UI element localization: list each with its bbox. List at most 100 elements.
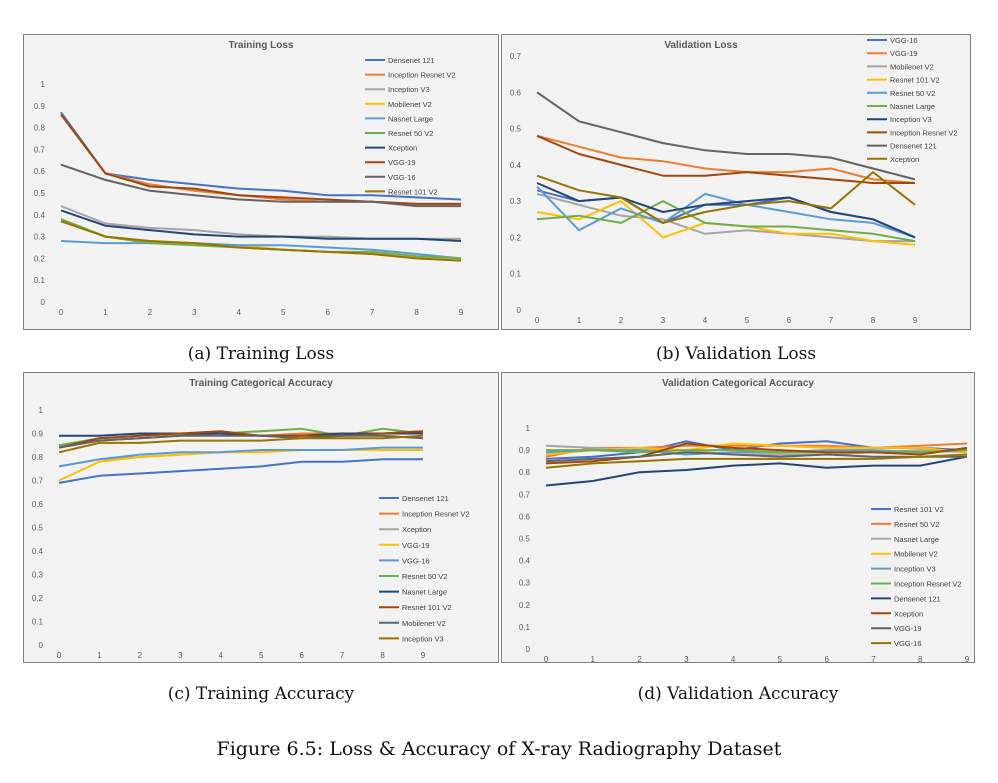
legend-label: VGG-19 [402,541,430,550]
series-line [60,220,462,262]
y-tick-label: 0.6 [32,500,44,509]
legend-label: Inception Resnet V2 [388,71,456,80]
y-tick-label: 1 [526,424,531,433]
y-tick-label: 0.8 [519,468,531,477]
x-tick-label: 7 [340,651,345,660]
legend-label: Resnet 101 V2 [388,187,438,196]
series-line [545,453,968,469]
series-line [545,455,968,487]
series-line [536,134,916,184]
x-tick-label: 1 [97,651,102,660]
legend-label: Xception [402,525,431,534]
x-tick-label: 0 [59,308,64,317]
series-line [58,434,424,449]
chart-frame [23,34,499,330]
x-tick-label: 1 [103,308,108,317]
legend-label: Mobilenet V2 [890,62,934,71]
legend-label: Resnet 50 V2 [388,129,433,138]
panel-validation-loss: Validation Loss 0 0.1 0.2 0.3 0.4 0.5 0.6 0.7 0 1 2… [501,34,971,330]
y-tick-label: 0.2 [519,601,531,610]
subcaption-b: (b) Validation Loss [655,344,817,364]
validation-loss-chart: Validation Loss 0 0.1 0.2 0.3 0.4 0.5 0.6 0.7 0 1 2… [501,34,971,330]
panel-validation-accuracy: Validation Categorical Accuracy 0 0.1 0.2 0.… [501,372,975,663]
subcaption-c: (c) Training Accuracy [167,684,355,704]
x-tick-label: 5 [778,655,783,663]
y-tick-label: 0.2 [510,233,522,242]
y-tick-label: 1 [41,80,46,89]
y-tick-label: 0 [39,641,44,650]
x-tick-label: 1 [577,316,582,325]
series-line [58,434,424,454]
series-line [545,449,968,456]
y-tick-label: 0 [526,645,531,654]
series-line [536,171,916,224]
legend-label: Inception V3 [388,85,430,94]
series-line [60,209,462,242]
x-tick-label: 9 [421,651,426,660]
y-tick-label: 0.1 [510,270,522,279]
x-tick-label: 5 [745,316,750,325]
series-line [536,200,916,243]
y-tick-label: 0.7 [519,490,531,499]
y-tick-label: 0.9 [519,446,531,455]
x-tick-label: 8 [414,308,419,317]
x-tick-label: 3 [178,651,183,660]
y-tick-label: 0.2 [32,594,44,603]
legend-label: VGG-19 [388,158,416,167]
legend-label: Resnet 50 V2 [402,572,447,581]
legend-label: Nasnet Large [388,114,433,123]
legend-label: VGG-19 [890,49,918,58]
series-line [536,134,915,184]
chart-frame [23,372,499,663]
legend-label: VGG-16 [894,639,922,648]
series-line [60,240,462,260]
x-tick-label: 8 [380,651,385,660]
y-tick-label: 0 [517,306,522,315]
training-loss-chart: Training Loss 0 0.1 0.2 0.3 0.4 0.5 0.6 0.7 0.8 0.… [23,34,499,330]
x-tick-label: 7 [829,316,834,325]
x-tick-label: 9 [459,308,464,317]
y-tick-label: 0.6 [519,512,531,521]
x-tick-label: 2 [637,655,642,663]
training-accuracy-chart: Training Categorical Accuracy 0 0.1 0.2 0.3 0… [23,372,499,663]
series-line [536,91,916,181]
x-tick-label: 3 [192,308,197,317]
legend-label: Inception V3 [894,565,936,574]
y-tick-label: 0.7 [34,145,46,154]
y-tick-label: 0.2 [34,254,46,263]
legend-label: Densenet 121 [402,494,449,503]
x-tick-label: 3 [661,316,666,325]
series-line [58,446,423,468]
x-tick-label: 6 [325,308,330,317]
y-tick-label: 0.6 [34,167,46,176]
legend-label: Inception Resnet V2 [894,580,962,589]
validation-accuracy-chart: Validation Categorical Accuracy 0 0.1 0.2 0.… [501,372,975,663]
y-tick-label: 0.7 [32,477,44,486]
y-tick-label: 0.4 [519,557,531,566]
y-tick-label: 0.3 [34,233,46,242]
x-tick-label: 1 [591,655,596,663]
x-tick-label: 4 [703,316,708,325]
y-tick-label: 0.4 [510,161,522,170]
series-line [60,111,462,201]
legend-label: Resnet 101 V2 [894,505,944,514]
x-tick-label: 2 [138,651,143,660]
x-tick-label: 8 [871,316,876,325]
x-tick-label: 4 [731,655,736,663]
series-line [60,163,461,208]
legend-label: VGG-19 [894,624,922,633]
legend-label: VGG-16 [890,36,918,45]
series-line [546,449,968,454]
y-tick-label: 0.4 [34,211,46,220]
y-tick-label: 0.6 [510,88,522,97]
x-tick-label: 3 [684,655,689,663]
legend-label: Resnet 50 V2 [890,89,935,98]
y-tick-label: 0.4 [32,547,44,556]
y-tick-label: 0.9 [34,102,46,111]
chart-title: Validation Categorical Accuracy [662,378,814,389]
legend-label: Xception [894,609,923,618]
legend-label: Nasnet Large [890,102,935,111]
x-tick-label: 0 [57,651,62,660]
y-tick-label: 1 [39,406,44,415]
series-line [545,442,968,458]
